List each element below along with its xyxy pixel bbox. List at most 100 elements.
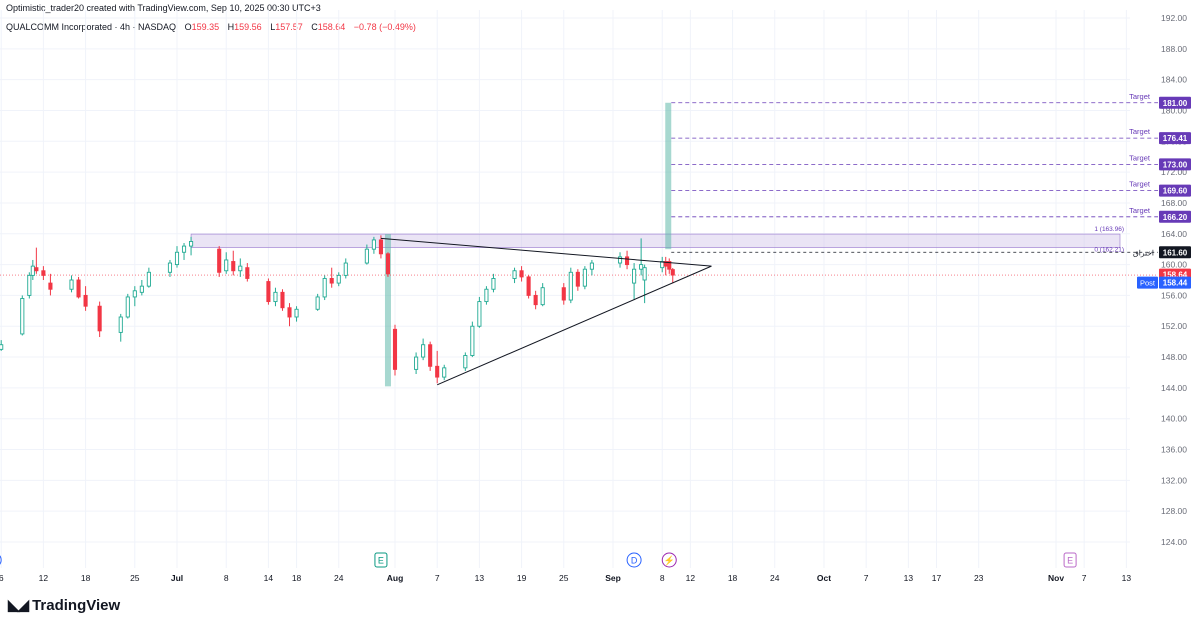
candle[interactable]	[663, 256, 668, 276]
candle[interactable]	[575, 269, 580, 291]
candle-body	[470, 325, 475, 356]
candle[interactable]	[392, 324, 398, 376]
event-marker-dividend[interactable]: D	[0, 553, 2, 567]
candle[interactable]	[280, 289, 285, 311]
y-tick-label: 156.00	[1161, 290, 1187, 300]
candle[interactable]	[146, 267, 151, 288]
candle[interactable]	[421, 338, 426, 361]
candle[interactable]	[442, 364, 447, 381]
candle-body	[48, 282, 53, 290]
time-axis[interactable]: 6 12 18 25 Jul 8 14 18 24 Aug 7 13 19 25 Sep 8 12 18 24 Oct…	[0, 573, 1131, 583]
dividend-icon	[626, 552, 642, 568]
candle[interactable]	[617, 252, 623, 268]
candle[interactable]	[76, 276, 81, 299]
candle[interactable]	[20, 295, 25, 336]
candle[interactable]	[238, 258, 243, 277]
candle[interactable]	[167, 259, 173, 277]
y-tick-label: 192.00	[1161, 13, 1187, 23]
x-tick-label: 13	[475, 573, 485, 583]
candle[interactable]	[132, 286, 137, 307]
candle[interactable]	[512, 267, 517, 284]
event-marker-split[interactable]: ⚡	[661, 552, 677, 568]
candle-body	[167, 262, 173, 273]
candle[interactable]	[27, 272, 32, 299]
candle[interactable]	[463, 352, 468, 371]
projection-bar	[665, 102, 672, 250]
candle[interactable]	[639, 238, 644, 276]
candle[interactable]	[589, 259, 594, 276]
candle-body	[589, 262, 594, 270]
candle[interactable]	[329, 267, 334, 288]
candle[interactable]	[533, 290, 538, 310]
candle-body	[30, 265, 35, 276]
candle[interactable]	[231, 250, 236, 276]
candles-layer[interactable]	[0, 235, 675, 384]
candle[interactable]	[139, 280, 144, 296]
candle[interactable]	[470, 321, 475, 358]
symbol-name: QUALCOMM Incorporated · 4h · NASDAQ	[6, 22, 177, 32]
event-markers[interactable]: D E D ⚡ E	[0, 552, 1077, 568]
candle[interactable]	[526, 275, 531, 299]
candle[interactable]	[0, 340, 4, 351]
candle[interactable]	[224, 252, 229, 274]
candle-body	[280, 291, 285, 309]
candle[interactable]	[428, 341, 433, 371]
candle[interactable]	[568, 267, 573, 304]
price-badge-breakout	[1159, 246, 1191, 259]
candle[interactable]	[245, 263, 250, 282]
candle-body	[294, 308, 299, 318]
candle-body	[34, 267, 39, 272]
candle[interactable]	[632, 263, 637, 301]
candle[interactable]	[294, 306, 299, 322]
candle[interactable]	[69, 275, 74, 293]
candle[interactable]	[174, 246, 180, 268]
candle[interactable]	[667, 258, 672, 274]
tradingview-logo[interactable]: ◣◢ TradingView	[8, 596, 120, 615]
candle-body	[639, 264, 644, 270]
candle[interactable]	[217, 246, 222, 277]
candle[interactable]	[364, 244, 369, 265]
candle[interactable]	[343, 258, 348, 279]
candle[interactable]	[48, 273, 53, 296]
candle-body	[568, 271, 573, 301]
candle[interactable]	[41, 266, 46, 280]
candle[interactable]	[477, 296, 482, 328]
candle[interactable]	[435, 350, 440, 384]
candle[interactable]	[266, 278, 271, 305]
grid	[0, 10, 1130, 568]
candle[interactable]	[540, 283, 545, 307]
candle[interactable]	[322, 275, 327, 301]
candle[interactable]	[83, 286, 88, 311]
candle[interactable]	[287, 303, 292, 327]
candle[interactable]	[491, 273, 496, 293]
candle[interactable]	[625, 250, 630, 270]
candle[interactable]	[118, 313, 123, 342]
event-marker-earnings[interactable]: E	[1063, 552, 1077, 568]
candle[interactable]	[273, 287, 278, 307]
x-tick-label: 6	[0, 573, 4, 583]
candle[interactable]	[385, 252, 391, 277]
candle[interactable]	[181, 243, 187, 260]
event-marker-earnings[interactable]: E	[374, 552, 388, 568]
x-tick-label: 17	[932, 573, 942, 583]
candle[interactable]	[315, 293, 320, 311]
candle[interactable]	[189, 236, 194, 256]
candle[interactable]	[414, 352, 419, 375]
candle[interactable]	[336, 272, 341, 287]
candle[interactable]	[519, 266, 524, 282]
price-axis[interactable]: 124.00 128.00 132.00 136.00 140.00 144.00 148.…	[1137, 13, 1191, 547]
candle[interactable]	[484, 286, 489, 305]
candle[interactable]	[34, 247, 39, 274]
candle[interactable]	[670, 267, 675, 284]
candle[interactable]	[378, 235, 383, 259]
candle[interactable]	[97, 301, 102, 338]
candle[interactable]	[582, 266, 587, 290]
candle[interactable]	[125, 293, 130, 319]
candle[interactable]	[30, 259, 35, 280]
event-marker-dividend[interactable]: D	[626, 552, 642, 568]
candle[interactable]	[561, 283, 566, 305]
candle[interactable]	[660, 256, 665, 273]
candle[interactable]	[371, 236, 376, 254]
candle[interactable]	[642, 264, 647, 304]
